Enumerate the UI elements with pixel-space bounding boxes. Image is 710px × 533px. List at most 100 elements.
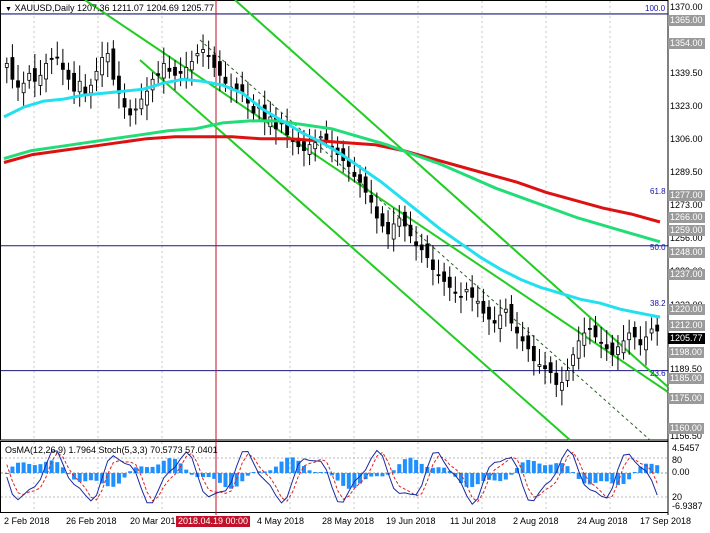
candle-body xyxy=(503,308,508,313)
osma-bar xyxy=(307,470,312,473)
osma-bar xyxy=(217,473,222,483)
candle-body xyxy=(77,80,82,93)
date-tick: 20 Mar 2018 xyxy=(130,516,181,526)
osma-bar xyxy=(330,473,334,476)
osma-bar xyxy=(273,466,278,473)
candle-body xyxy=(167,67,172,72)
channel-mid-line xyxy=(234,0,669,388)
osma-bar xyxy=(548,464,553,473)
osma-bar xyxy=(49,460,54,473)
candle-body xyxy=(414,241,419,247)
osma-bar xyxy=(346,473,351,489)
candle-body xyxy=(487,306,491,320)
osma-bar xyxy=(526,459,531,473)
candle-body xyxy=(470,287,475,298)
osma-bar xyxy=(178,463,183,473)
candle-body xyxy=(223,76,228,84)
osma-bar xyxy=(604,473,609,482)
osma-bar xyxy=(77,473,82,482)
candle-body xyxy=(419,244,424,251)
osma-bar xyxy=(503,473,508,480)
osma-bar xyxy=(88,473,93,481)
osma-bar xyxy=(161,460,166,473)
osma-bar xyxy=(486,473,491,480)
level-label: 1248.00 xyxy=(668,247,705,258)
osma-bar xyxy=(638,466,643,473)
fib-50-label: 50.0 xyxy=(650,243,666,252)
osma-bar xyxy=(587,473,592,485)
candle-body xyxy=(161,63,166,79)
level-label: 1185.00 xyxy=(668,373,704,384)
candle-body xyxy=(515,326,519,334)
fib-61-8-label: 61.8 xyxy=(650,187,666,196)
osma-bar xyxy=(240,473,245,482)
candle-body xyxy=(55,56,60,59)
osma-bar xyxy=(212,473,217,479)
price-tick: 1156.50 xyxy=(670,431,702,441)
ma-fast-line xyxy=(3,77,661,319)
candle-body xyxy=(397,217,402,227)
price-tick: 1370.00 xyxy=(670,2,703,12)
osma-bar xyxy=(475,473,480,485)
osma-bar xyxy=(296,460,301,473)
candle-body xyxy=(363,176,368,193)
candle-body xyxy=(520,336,525,342)
candle-body xyxy=(492,320,497,324)
candle-body xyxy=(44,63,48,80)
osma-tick: -6.9387 xyxy=(672,501,703,511)
stoch-main-line xyxy=(6,448,658,505)
candle-body xyxy=(10,57,15,80)
osma-bar xyxy=(397,464,402,473)
candle-body xyxy=(313,142,318,150)
dropdown-triangle-icon[interactable]: ▼ xyxy=(5,6,12,13)
osma-bar xyxy=(122,473,127,478)
candle-body xyxy=(60,62,65,70)
date-tick: 17 Sep 2018 xyxy=(640,516,692,526)
candle-body xyxy=(610,342,615,356)
osma-bar xyxy=(245,473,250,476)
candle-body xyxy=(644,336,648,351)
symbol-label: XAUUSD,Daily xyxy=(14,3,75,13)
level-label: 1354.00 xyxy=(668,38,705,49)
candle-body xyxy=(447,276,452,288)
osma-bar xyxy=(335,473,340,481)
osma-bar xyxy=(363,473,368,480)
osma-bar xyxy=(419,463,424,473)
osma-bar xyxy=(554,463,559,473)
osma-bar xyxy=(341,473,346,486)
osma-bar xyxy=(358,473,363,484)
candle-body xyxy=(576,340,581,359)
level-label: 1175.00 xyxy=(668,393,704,404)
candle-body xyxy=(582,332,587,346)
osma-bar xyxy=(615,473,620,485)
candle-body xyxy=(621,340,626,354)
candle-body xyxy=(425,243,430,259)
osma-bar xyxy=(369,473,374,477)
osma-bar xyxy=(520,462,525,473)
candle-body xyxy=(459,295,463,298)
candle-body xyxy=(49,57,54,60)
candle-body xyxy=(94,70,99,81)
osma-bar xyxy=(442,467,447,473)
osma-bar xyxy=(352,473,357,488)
osma-bar xyxy=(44,461,49,473)
candle-body xyxy=(38,74,43,86)
candle-body xyxy=(386,222,390,235)
osma-bar xyxy=(257,471,262,473)
osma-bar xyxy=(116,473,121,484)
candle-body xyxy=(627,332,632,341)
candle-body xyxy=(89,84,93,94)
channel-center-line xyxy=(199,39,651,441)
candle-body xyxy=(442,271,447,282)
osma-bar xyxy=(537,463,542,473)
osma-bar xyxy=(173,458,178,473)
date-tick: 4 May 2018 xyxy=(257,516,305,526)
osma-bar xyxy=(543,465,548,473)
osma-bar xyxy=(279,461,284,473)
osma-bar xyxy=(16,462,21,473)
candle-body xyxy=(638,339,643,346)
candle-body xyxy=(302,141,306,152)
candle-body xyxy=(66,69,71,80)
candle-body xyxy=(358,174,362,183)
